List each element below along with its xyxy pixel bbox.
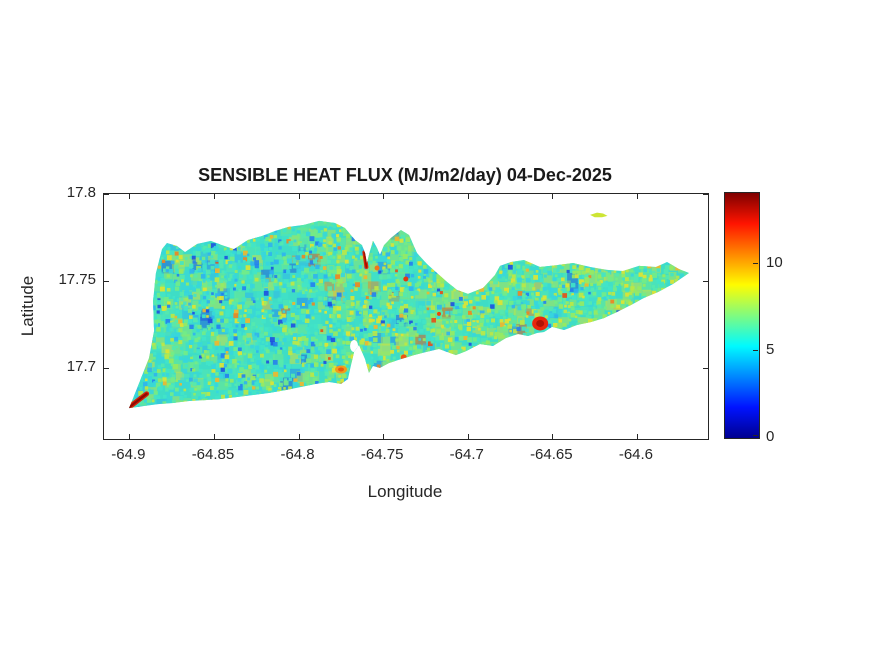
colorbar-tick-mark xyxy=(753,350,758,352)
x-tick-label: -64.75 xyxy=(360,446,404,463)
x-tick-label: -64.7 xyxy=(449,446,484,463)
colorbar-tick-mark xyxy=(753,263,758,265)
x-tick-label: -64.8 xyxy=(280,446,315,463)
x-tick-label: -64.6 xyxy=(618,446,654,463)
colorbar-tick-label: 0 xyxy=(766,428,775,445)
y-tick-label: 17.7 xyxy=(66,357,96,375)
colorbar-tick-label: 5 xyxy=(766,341,775,359)
y-tick-label: 17.8 xyxy=(66,184,96,201)
colorbar-tick-mark xyxy=(753,435,758,436)
chart-title: SENSIBLE HEAT FLUX (MJ/m2/day) 04-Dec-20… xyxy=(198,165,612,185)
colorbar-tick-label: 10 xyxy=(766,254,783,272)
plot-area xyxy=(103,193,709,440)
x-tick-label: -64.65 xyxy=(530,446,573,463)
y-tick-label: 17.75 xyxy=(58,270,96,288)
x-tick-label: -64.85 xyxy=(191,446,235,463)
heatmap-canvas xyxy=(104,194,708,439)
colorbar xyxy=(724,192,760,439)
x-tick-label: -64.9 xyxy=(111,446,146,463)
x-axis-label: Longitude xyxy=(367,482,443,501)
y-axis-label: Latitude xyxy=(18,275,37,337)
